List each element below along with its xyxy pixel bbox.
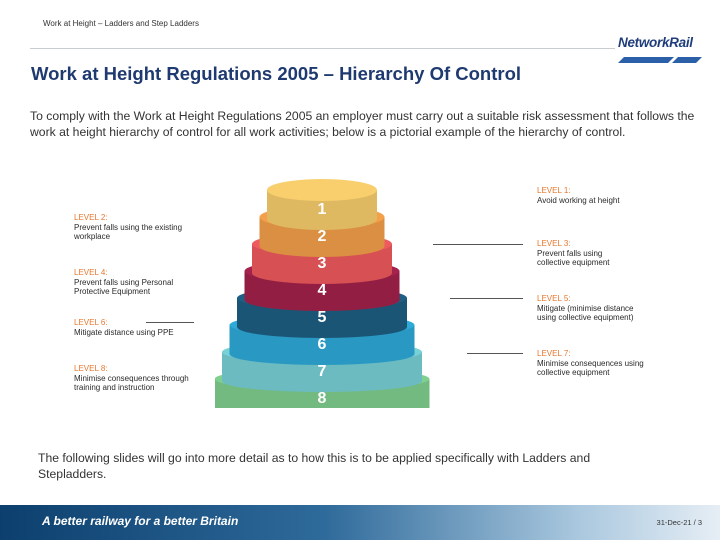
level-7-label: LEVEL 7: Minimise consequences using col…: [537, 349, 657, 378]
header-divider: [30, 48, 615, 49]
level-3-title: LEVEL 3:: [537, 239, 571, 248]
level-4-title: LEVEL 4:: [74, 268, 108, 277]
course-title: Work at Height – Ladders and Step Ladder…: [43, 19, 199, 28]
tier-number-8: 8: [318, 390, 327, 407]
level-4-text: Prevent falls using Personal Protective …: [74, 277, 174, 297]
level-5-label: LEVEL 5: Mitigate (minimise distance usi…: [537, 294, 649, 323]
level-5-text: Mitigate (minimise distance using collec…: [537, 303, 634, 323]
level-2-text: Prevent falls using the existing workpla…: [74, 222, 183, 242]
level-1-title: LEVEL 1:: [537, 186, 571, 195]
level-5-title: LEVEL 5:: [537, 294, 571, 303]
logo-arrow-icon: [618, 57, 702, 63]
level-1-text: Avoid working at height: [537, 195, 620, 205]
level-2-title: LEVEL 2:: [74, 213, 108, 222]
level-7-title: LEVEL 7:: [537, 349, 571, 358]
tier-number-7: 7: [318, 363, 327, 380]
level-7-text: Minimise consequences using collective e…: [537, 358, 644, 378]
level-8-text: Minimise consequences through training a…: [74, 373, 189, 393]
footer-slogan: A better railway for a better Britain: [42, 514, 239, 528]
footer-bar: A better railway for a better Britain 31…: [0, 505, 720, 540]
level-8-title: LEVEL 8:: [74, 364, 108, 373]
level-3-text: Prevent falls using collective equipment: [537, 248, 610, 268]
level-6-leader: [146, 322, 194, 323]
level-6-text: Mitigate distance using PPE: [74, 327, 174, 337]
tier-top-1: [267, 179, 377, 201]
tier-number-6: 6: [318, 336, 327, 353]
tier-number-4: 4: [318, 282, 327, 299]
network-rail-logo: NetworkRail: [618, 33, 710, 71]
pyramid-tier-1: 1: [267, 179, 377, 230]
tier-number-3: 3: [318, 255, 327, 272]
level-3-leader: [433, 244, 523, 245]
logo-text: NetworkRail: [618, 35, 693, 50]
level-1-label: LEVEL 1: Avoid working at height: [537, 186, 647, 205]
footnote-paragraph: The following slides will go into more d…: [38, 451, 591, 481]
level-2-label: LEVEL 2: Prevent falls using the existin…: [74, 213, 194, 242]
level-6-title: LEVEL 6:: [74, 318, 108, 327]
level-3-label: LEVEL 3: Prevent falls using collective …: [537, 239, 637, 268]
footer-date-page: 31-Dec-21 / 3: [656, 518, 702, 527]
level-5-leader: [450, 298, 523, 299]
level-8-label: LEVEL 8: Minimise consequences through t…: [74, 364, 206, 393]
tier-shade-1: [267, 190, 377, 230]
tier-body-1: [267, 190, 377, 230]
level-4-label: LEVEL 4: Prevent falls using Personal Pr…: [74, 268, 194, 297]
tier-number-1: 1: [318, 201, 327, 218]
tier-number-5: 5: [318, 309, 327, 326]
intro-paragraph: To comply with the Work at Height Regula…: [30, 109, 695, 139]
hierarchy-pyramid: 8 7 6 5 4 3 2 1: [215, 179, 430, 408]
tier-number-2: 2: [318, 228, 327, 245]
level-6-label: LEVEL 6: Mitigate distance using PPE: [74, 318, 194, 337]
slide-title: Work at Height Regulations 2005 – Hierar…: [31, 63, 522, 84]
level-7-leader: [467, 353, 523, 354]
